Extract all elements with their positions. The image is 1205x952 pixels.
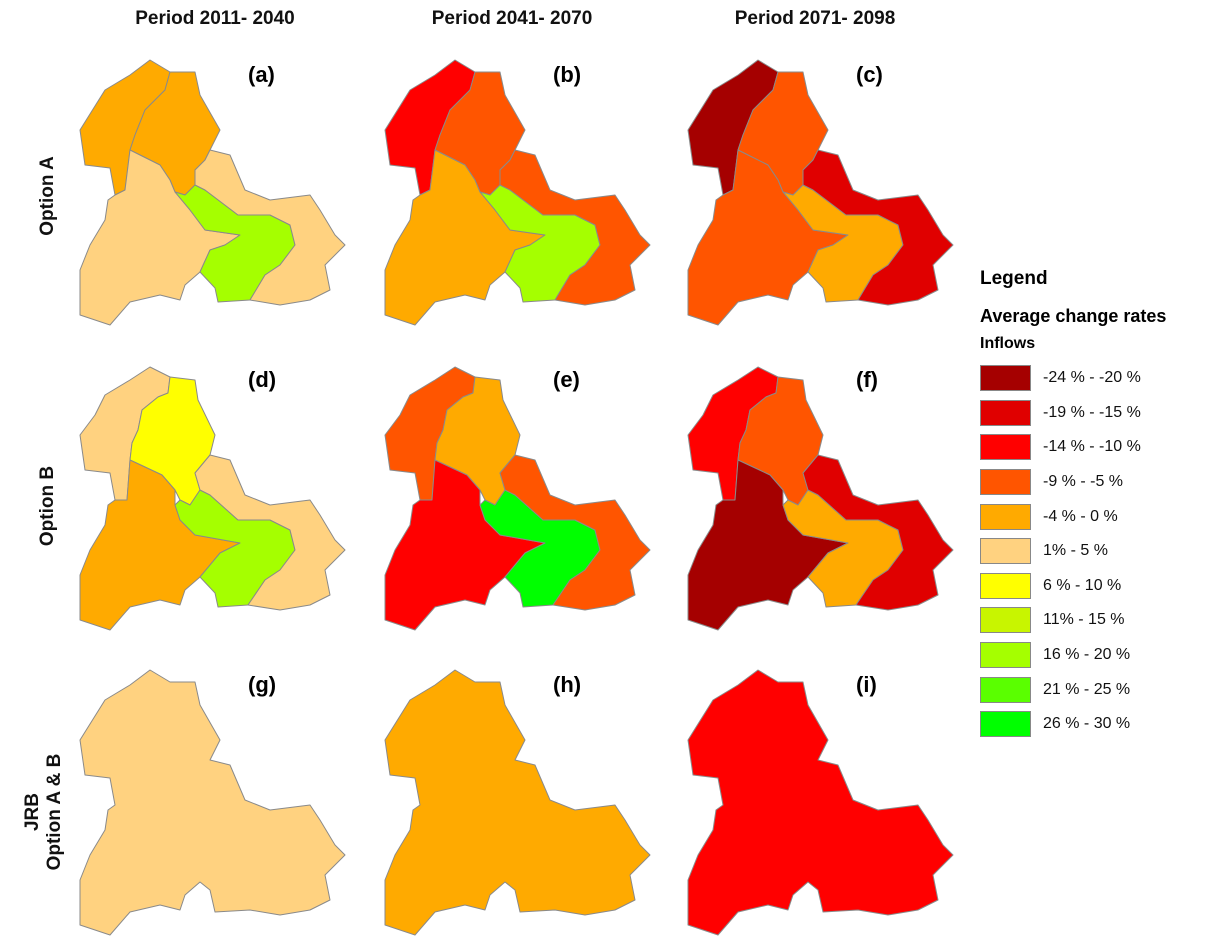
basin-map <box>687 366 954 631</box>
basin-map <box>384 59 651 326</box>
map-panel-e: (e) <box>375 355 665 645</box>
column-title-2041-2070: Period 2041- 2070 <box>431 8 593 29</box>
panel-label: (f) <box>856 367 878 392</box>
legend-item: 26 % - 30 % <box>980 707 1166 742</box>
map-panel-f: (f) <box>678 355 968 645</box>
legend-item: 16 % - 20 % <box>980 638 1166 673</box>
legend-item: -24 % - -20 % <box>980 361 1166 396</box>
map-panel-c: (c) <box>678 50 968 340</box>
subbasin-1 <box>79 669 346 936</box>
legend-label: 11% - 15 % <box>1043 611 1125 629</box>
legend-swatch <box>980 607 1031 634</box>
map-panel-a: (a) <box>70 50 360 340</box>
map-panel-i: (i) <box>678 660 968 950</box>
row-title-option-b: Option B <box>37 465 58 547</box>
legend-swatch <box>980 538 1031 565</box>
legend-variable: Inflows <box>980 335 1036 352</box>
legend-item: 21 % - 25 % <box>980 672 1166 707</box>
legend-label: -9 % - -5 % <box>1043 473 1124 491</box>
legend-title: Legend <box>980 268 1048 289</box>
basin-map <box>79 669 346 936</box>
legend-swatch <box>980 503 1031 530</box>
row-title-jrb: JRB Option A & B <box>22 742 66 882</box>
legend-label: -24 % - -20 % <box>1043 369 1141 387</box>
legend-swatch <box>980 469 1031 496</box>
basin-map <box>79 59 346 326</box>
map-panel-h: (h) <box>375 660 665 950</box>
map-panel-g: (g) <box>70 660 360 950</box>
legend-swatch <box>980 434 1031 461</box>
basin-map <box>79 366 346 631</box>
legend-item: -14 % - -10 % <box>980 430 1166 465</box>
basin-map <box>687 669 954 936</box>
legend-item: -9 % - -5 % <box>980 465 1166 500</box>
row-title-option-a: Option A <box>37 156 58 236</box>
legend-label: -19 % - -15 % <box>1043 403 1141 421</box>
panel-label: (c) <box>856 62 883 87</box>
subbasin-5 <box>499 454 651 611</box>
legend-label: 21 % - 25 % <box>1043 680 1131 698</box>
map-panel-d: (d) <box>70 355 360 645</box>
row-title-jrb-line2: Option A & B <box>44 753 65 871</box>
panel-label: (h) <box>553 672 582 697</box>
subbasin-5 <box>499 149 651 306</box>
legend-label: 1% - 5 % <box>1043 542 1108 560</box>
legend-swatch <box>980 676 1031 703</box>
column-title-2071-2098: Period 2071- 2098 <box>734 8 896 29</box>
column-title-2011-2040: Period 2011- 2040 <box>135 8 295 29</box>
subbasin-1 <box>687 669 954 936</box>
legend-swatch <box>980 365 1031 392</box>
panel-label: (b) <box>553 62 582 87</box>
basin-map <box>687 59 954 326</box>
legend-swatch <box>980 572 1031 599</box>
legend-item: 11% - 15 % <box>980 603 1166 638</box>
panel-label: (a) <box>248 62 275 87</box>
legend-swatch <box>980 711 1031 738</box>
panel-label: (g) <box>248 672 277 697</box>
subbasin-5 <box>194 454 346 611</box>
legend-item: 6 % - 10 % <box>980 569 1166 604</box>
subbasin-5 <box>802 149 954 306</box>
subbasin-5 <box>802 454 954 611</box>
panel-label: (i) <box>856 672 877 697</box>
subbasin-2 <box>737 376 824 506</box>
basin-map <box>384 669 651 936</box>
subbasin-1 <box>384 669 651 936</box>
legend: Legend Average change rates Inflows -24 … <box>980 268 1166 742</box>
legend-label: 6 % - 10 % <box>1043 576 1122 594</box>
subbasin-2 <box>129 376 216 506</box>
basin-map <box>384 366 651 631</box>
legend-subtitle: Average change rates <box>980 306 1167 326</box>
map-panel-b: (b) <box>375 50 665 340</box>
legend-label: -14 % - -10 % <box>1043 438 1141 456</box>
panel-label: (d) <box>248 367 277 392</box>
subbasin-2 <box>434 376 521 506</box>
legend-label: -4 % - 0 % <box>1043 507 1118 525</box>
row-title-jrb-line1: JRB <box>22 793 43 832</box>
legend-item: -4 % - 0 % <box>980 499 1166 534</box>
legend-label: 16 % - 20 % <box>1043 646 1131 664</box>
legend-item: 1% - 5 % <box>980 534 1166 569</box>
legend-label: 26 % - 30 % <box>1043 715 1131 733</box>
legend-swatch <box>980 399 1031 426</box>
panel-label: (e) <box>553 367 580 392</box>
subbasin-5 <box>194 149 346 306</box>
legend-item: -19 % - -15 % <box>980 396 1166 431</box>
legend-swatch <box>980 642 1031 669</box>
